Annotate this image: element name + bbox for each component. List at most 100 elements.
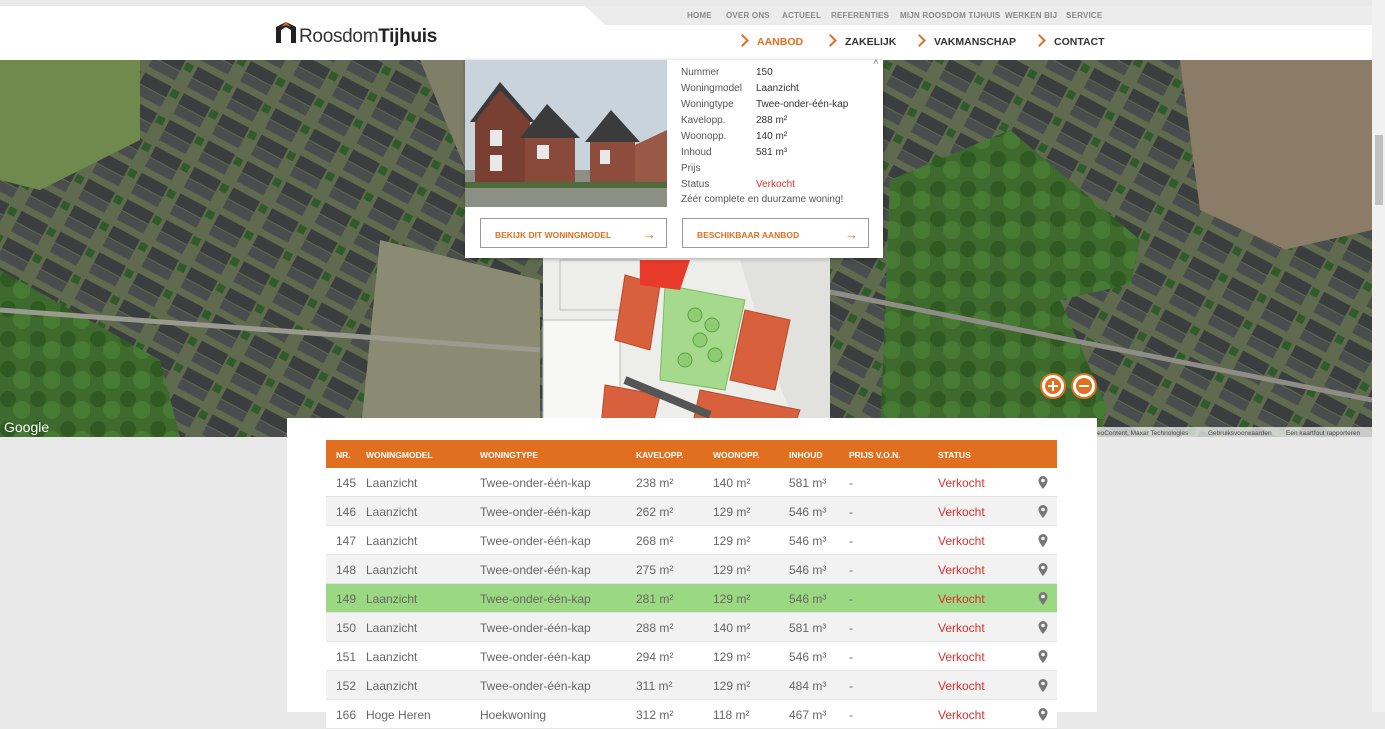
map-pin[interactable] [1038, 650, 1048, 663]
terms-link[interactable]: Gebruiksvoorwaarden [1208, 430, 1272, 437]
table-header: NR. WONINGMODEL WONINGTYPE KAVELOPP. WOONOPP… [326, 440, 1057, 468]
table-cell: 238 m² [636, 476, 674, 490]
table-cell: Verkocht [938, 708, 985, 722]
map-pin[interactable] [1038, 476, 1048, 489]
table-cell: 148 [336, 563, 357, 577]
map-pin[interactable] [1038, 534, 1048, 547]
button-label: BESCHIKBAAR AANBOD [697, 230, 800, 240]
scroll-thumb[interactable] [1375, 135, 1383, 205]
table-cell: 146 [336, 505, 357, 519]
table-cell: 152 [336, 679, 357, 693]
scrollbar[interactable] [1372, 0, 1385, 712]
nav-chevron [824, 34, 837, 47]
map-pin[interactable] [1038, 505, 1048, 518]
logo[interactable]: RoosdomTijhuis [299, 26, 437, 48]
table-row[interactable]: 146 Laanzicht Twee-onder-één-kap 262 m² 129 … [326, 497, 1057, 526]
model-button[interactable]: BEKIJK DIT WONINGMODEL → [480, 218, 667, 248]
table-cell: Laanzicht [366, 563, 418, 577]
table-row[interactable]: 149 Laanzicht Twee-onder-één-kap 281 m² 129 … [326, 584, 1057, 613]
table-cell: 467 m³ [789, 708, 827, 722]
info-value: 288 m² [756, 115, 788, 126]
info-label: Woonopp. [681, 131, 727, 142]
top-nav-link[interactable]: MIJN ROOSDOM TIJHUIS [900, 11, 1001, 20]
table-cell: 311 m² [636, 679, 673, 693]
table-row[interactable]: 150 Laanzicht Twee-onder-één-kap 288 m² 140 … [326, 613, 1057, 642]
house-image [465, 60, 667, 207]
table-row[interactable]: 145 Laanzicht Twee-onder-één-kap 238 m² 140 … [326, 468, 1057, 497]
top-nav-link[interactable]: WERKEN BIJ [1005, 11, 1058, 20]
table-cell: Twee-onder-één-kap [480, 476, 591, 490]
table-cell: 129 m² [713, 592, 751, 606]
nav-chevron [913, 34, 926, 47]
table-cell: Twee-onder-één-kap [480, 563, 591, 577]
table-cell: - [849, 592, 853, 606]
table-cell: 546 m³ [789, 592, 827, 606]
column-header: KAVELOPP. [636, 450, 684, 460]
map-pin[interactable] [1038, 679, 1048, 692]
button-label: BEKIJK DIT WONINGMODEL [495, 230, 612, 240]
info-label: Nummer [681, 67, 720, 78]
info-label: Kavelopp. [681, 115, 726, 126]
table-row[interactable]: 151 Laanzicht Twee-onder-één-kap 294 m² 129 … [326, 642, 1057, 671]
top-nav-link[interactable]: OVER ONS [726, 11, 770, 20]
main-nav-link[interactable]: ZAKELIJK [845, 36, 897, 48]
info-value: Laanzicht [756, 83, 799, 94]
info-value: 140 m² [756, 131, 788, 142]
table-row[interactable]: 166 Hoge Heren Hoekwoning 312 m² 118 m² 467 m… [326, 700, 1057, 729]
table-cell: - [849, 534, 853, 548]
table-cell: 484 m³ [789, 679, 827, 693]
table-cell: - [849, 563, 853, 577]
main-nav-link[interactable]: CONTACT [1054, 36, 1105, 48]
table-row[interactable]: 148 Laanzicht Twee-onder-één-kap 275 m² 129 … [326, 555, 1057, 584]
table-row[interactable]: 147 Laanzicht Twee-onder-één-kap 268 m² 129 … [326, 526, 1057, 555]
map-pin[interactable] [1038, 563, 1048, 576]
zoom-in[interactable] [1040, 373, 1066, 399]
google-logo: Google [4, 419, 49, 435]
table-cell: 151 [336, 650, 357, 664]
table-cell: Hoge Heren [366, 708, 431, 722]
top-nav-link[interactable]: REFERENTIES [831, 11, 890, 20]
table-cell: Verkocht [938, 650, 985, 664]
main-nav-link[interactable]: VAKMANSCHAP [934, 36, 1017, 48]
description: Zéér complete en duurzame woning! [681, 194, 844, 205]
table-cell: 118 m² [713, 708, 750, 722]
table-cell: Laanzicht [366, 650, 418, 664]
table-cell: Verkocht [938, 621, 985, 635]
top-nav-link[interactable]: ACTUEEL [782, 11, 822, 20]
column-header: PRIJS V.O.N. [849, 450, 901, 460]
column-header: WOONOPP. [713, 450, 760, 460]
column-header: INHOUD [789, 450, 823, 460]
table-cell: Twee-onder-één-kap [480, 650, 591, 664]
top-nav-link[interactable]: SERVICE [1066, 11, 1103, 20]
map-pin[interactable] [1038, 708, 1048, 721]
info-value: Twee-onder-één-kap [756, 99, 849, 110]
info-value: 581 m³ [756, 147, 788, 158]
table-cell: Hoekwoning [480, 708, 547, 722]
table-cell: Laanzicht [366, 592, 418, 606]
table-row[interactable]: 152 Laanzicht Twee-onder-één-kap 311 m² 129 … [326, 671, 1057, 700]
table-cell: 140 m² [713, 476, 751, 490]
table-cell: Verkocht [938, 534, 985, 548]
table-cell: Twee-onder-één-kap [480, 505, 591, 519]
top-nav-link[interactable]: HOME [687, 11, 712, 20]
offer-button[interactable]: BESCHIKBAAR AANBOD → [682, 218, 869, 248]
attribution: eoContent, Maxar Technologies [1097, 430, 1189, 437]
table-cell: Twee-onder-één-kap [480, 592, 591, 606]
column-header: WONINGMODEL [366, 450, 433, 460]
logo-icon [276, 22, 296, 43]
info-value: 150 [756, 67, 773, 78]
map-pin[interactable] [1038, 592, 1048, 605]
table-cell: 546 m³ [789, 563, 827, 577]
logo-text: Tijhuis [378, 26, 437, 47]
column-header: NR. [336, 450, 351, 460]
zoom-out[interactable] [1071, 373, 1097, 399]
table-cell: 581 m³ [789, 476, 827, 490]
nav-chevron [736, 34, 749, 47]
map-pin[interactable] [1038, 621, 1048, 634]
popup: Nummer 150 Woningmodel Laanzicht Woningtype T… [465, 57, 883, 258]
report-link[interactable]: Een kaartfout rapporteren [1286, 430, 1360, 437]
table-cell: 546 m³ [789, 534, 827, 548]
main-nav-link[interactable]: AANBOD [757, 36, 804, 48]
close-arrow[interactable]: ˄ [873, 57, 879, 68]
info-label: Woningmodel [681, 83, 742, 94]
